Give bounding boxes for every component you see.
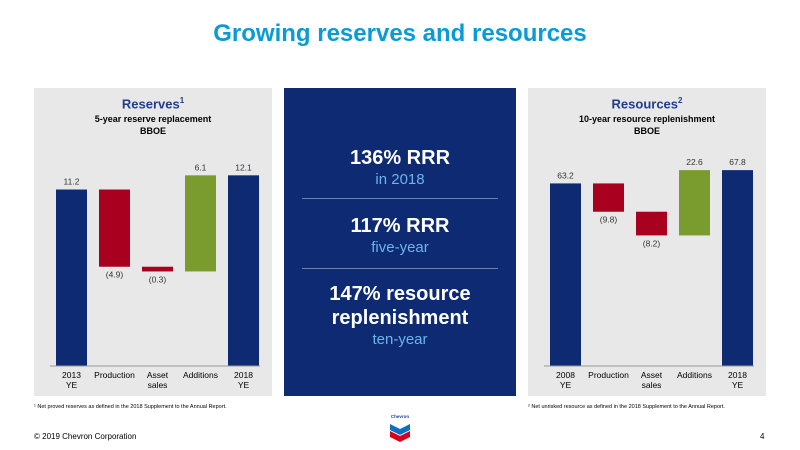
reserves-footnote-marker: 1 [179, 96, 185, 105]
highlight-ten-year: 147% resource replenishment ten-year [284, 282, 516, 350]
highlight-divider [302, 198, 498, 199]
data-label: 12.1 [235, 162, 252, 172]
reserves-title: Reserves1 [121, 96, 185, 112]
reserves-footnote: ¹ Net proved reserves as defined in the … [34, 404, 227, 410]
bar-asset-sales [142, 266, 173, 272]
data-label: 63.2 [557, 170, 574, 180]
bar-2018-ye [228, 175, 259, 366]
reserves-panel: Reserves1 5-year reserve replacement BBO… [34, 88, 272, 396]
resources-footnote-marker: 2 [678, 96, 683, 105]
category-label: Production [588, 370, 629, 380]
category-label: Additions [183, 370, 218, 380]
category-label: YE [732, 380, 744, 390]
category-label: Additions [677, 370, 712, 380]
category-label: Production [94, 370, 135, 380]
highlight-subline: ten-year [372, 331, 428, 348]
category-label: 2008 [556, 370, 575, 380]
bar-additions [679, 170, 710, 236]
highlight-subline: in 2018 [375, 171, 425, 188]
bar-2008-ye [550, 183, 581, 366]
reserves-waterfall-chart: 11.22013YE(4.9)Production(0.3)Assetsales… [50, 162, 260, 390]
data-label: 67.8 [729, 157, 746, 167]
highlight-five-year: 117% RRR five-year [284, 214, 516, 258]
data-label: (0.3) [149, 274, 167, 284]
reserves-subtitle: 5-year reserve replacement [94, 114, 212, 124]
highlight-divider [302, 268, 498, 269]
category-label: 2013 [62, 370, 81, 380]
bar-2018-ye [722, 170, 753, 366]
data-label: (4.9) [106, 270, 124, 280]
highlights-panel: 136% RRR in 2018 117% RRR five-year 147%… [284, 88, 516, 396]
category-label: 2018 [234, 370, 253, 380]
copyright-text: © 2019 Chevron Corporation [34, 432, 137, 441]
chevron-logo [390, 424, 410, 442]
highlight-headline: 117% RRR [350, 215, 450, 237]
resources-title: Resources2 [611, 96, 683, 112]
highlight-2018: 136% RRR in 2018 [284, 146, 516, 190]
highlight-subline: five-year [371, 239, 429, 256]
resources-subtitle: 10-year resource replenishment [578, 114, 716, 124]
category-label: Asset [147, 370, 169, 380]
reserves-unit: BBOE [139, 126, 166, 136]
bar-additions [185, 175, 216, 272]
category-label: YE [560, 380, 572, 390]
resources-unit: BBOE [633, 126, 660, 136]
resources-footnote: ² Net unrisked resource as defined in th… [528, 404, 725, 410]
highlight-headline: 136% RRR [349, 147, 451, 169]
chevron-logo-text: Chevron [390, 414, 410, 419]
category-label: YE [238, 380, 250, 390]
page-title: Growing reserves and resources [213, 20, 587, 47]
data-label: (8.2) [643, 238, 661, 248]
category-label: Asset [641, 370, 663, 380]
data-label: (9.8) [600, 215, 618, 225]
resources-waterfall-chart: 63.22008YE(9.8)Production(8.2)Assetsales… [544, 157, 754, 390]
bar-asset-sales [636, 211, 667, 236]
bar-2013-ye [56, 189, 87, 366]
bar-production [593, 183, 624, 212]
page-number: 4 [760, 432, 765, 441]
resources-panel: Resources2 10-year resource replenishmen… [528, 88, 766, 396]
category-label: sales [148, 380, 168, 390]
data-label: 6.1 [195, 162, 207, 172]
category-label: sales [642, 380, 662, 390]
highlight-headline: 147% resource replenishment [329, 283, 471, 329]
data-label: 11.2 [64, 177, 80, 187]
category-label: YE [66, 380, 78, 390]
category-label: 2018 [728, 370, 747, 380]
data-label: 22.6 [686, 157, 703, 167]
bar-production [99, 189, 130, 267]
